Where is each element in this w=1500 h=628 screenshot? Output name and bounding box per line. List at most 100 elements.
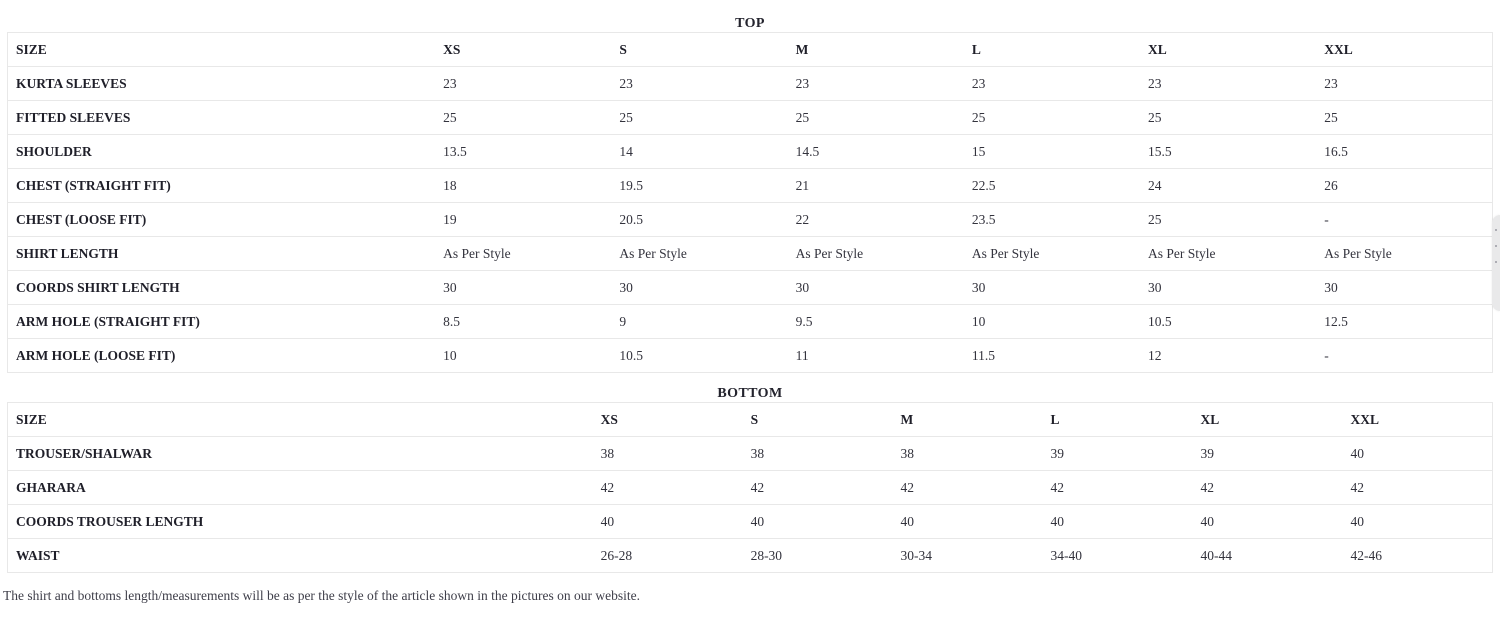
measurement-cell: 21 [787, 168, 964, 203]
table-row: GHARARA 42 42 42 42 42 42 [6, 470, 1493, 505]
measurement-cell: 40 [892, 504, 1043, 539]
measurement-cell: 22.5 [963, 168, 1141, 203]
measurement-cell: 26-28 [592, 538, 743, 573]
measurement-cell: 42 [742, 470, 893, 505]
measurement-cell: 10.5 [611, 338, 788, 373]
measurement-cell: 40 [1342, 504, 1493, 539]
measurement-cell: 23 [435, 66, 612, 101]
measurement-row-label: COORDS TROUSER LENGTH [6, 504, 593, 539]
size-header-m: M [892, 402, 1043, 437]
measurement-cell: 16.5 [1316, 134, 1494, 169]
table-row: COORDS SHIRT LENGTH 30 30 30 30 30 30 [7, 270, 1494, 305]
measurement-cell: 25 [1140, 100, 1317, 135]
measurement-cell: 11.5 [963, 338, 1141, 373]
side-widget-tab[interactable] [1492, 215, 1500, 311]
measurement-cell: As Per Style [963, 236, 1141, 271]
measurement-cell: 42-46 [1342, 538, 1493, 573]
measurement-cell: 30 [963, 270, 1141, 305]
size-header-row: SIZE XS S M L XL XXL [6, 402, 1493, 437]
measurement-cell: 40 [742, 504, 893, 539]
measurement-row-label: CHEST (STRAIGHT FIT) [7, 168, 436, 203]
size-header-l: L [1042, 402, 1193, 437]
table-row: COORDS TROUSER LENGTH 40 40 40 40 40 40 [6, 504, 1493, 539]
measurement-cell: - [1316, 338, 1494, 373]
measurement-cell: 9 [611, 304, 788, 339]
side-widget-dot [1495, 261, 1497, 263]
measurement-cell: 23 [611, 66, 788, 101]
measurement-cell: 12 [1140, 338, 1317, 373]
table-row: SHOULDER 13.5 14 14.5 15 15.5 16.5 [7, 134, 1494, 169]
measurement-cell: 9.5 [787, 304, 964, 339]
measurement-cell: 42 [892, 470, 1043, 505]
measurement-cell: 25 [1316, 100, 1494, 135]
table-row: SHIRT LENGTH As Per Style As Per Style As P… [7, 236, 1494, 271]
measurement-cell: 42 [1342, 470, 1493, 505]
measurement-cell: 23 [787, 66, 964, 101]
measurement-cell: As Per Style [1316, 236, 1494, 271]
measurement-row-label: COORDS SHIRT LENGTH [7, 270, 436, 305]
measurement-cell: 38 [742, 436, 893, 471]
measurement-row-label: FITTED SLEEVES [7, 100, 436, 135]
measurement-cell: 14 [611, 134, 788, 169]
measurement-cell: 8.5 [435, 304, 612, 339]
measurement-cell: 23 [1316, 66, 1494, 101]
measurement-cell: 15 [963, 134, 1141, 169]
size-header-xs: XS [592, 402, 743, 437]
measurement-cell: 10 [435, 338, 612, 373]
side-widget-dot [1495, 245, 1497, 247]
side-widget-dot [1495, 229, 1497, 231]
measurement-cell: As Per Style [435, 236, 612, 271]
measurement-cell: 40 [1192, 504, 1343, 539]
measurement-cell: 42 [592, 470, 743, 505]
measurement-cell: 40-44 [1192, 538, 1343, 573]
table-row: CHEST (STRAIGHT FIT) 18 19.5 21 22.5 24 26 [7, 168, 1494, 203]
measurement-row-label: TROUSER/SHALWAR [6, 436, 593, 471]
measurement-cell: 10.5 [1140, 304, 1317, 339]
measurement-cell: 30 [435, 270, 612, 305]
measurement-cell: 22 [787, 202, 964, 237]
measurement-cell: 23 [963, 66, 1141, 101]
measurement-cell: 23.5 [963, 202, 1141, 237]
measurement-cell: 30 [787, 270, 964, 305]
measurement-cell: 39 [1042, 436, 1193, 471]
measurement-cell: 12.5 [1316, 304, 1494, 339]
measurement-cell: 40 [592, 504, 743, 539]
measurement-cell: As Per Style [1140, 236, 1317, 271]
measurement-row-label: SHIRT LENGTH [7, 236, 436, 271]
measurement-cell: 38 [592, 436, 743, 471]
table-row: ARM HOLE (STRAIGHT FIT) 8.5 9 9.5 10 10.5 12.5 [7, 304, 1494, 339]
size-column-header: SIZE [7, 32, 436, 67]
size-header-xl: XL [1192, 402, 1343, 437]
measurement-cell: 26 [1316, 168, 1494, 203]
measurement-cell: 38 [892, 436, 1043, 471]
bottom-table-header: SIZE XS S M L XL XXL [6, 402, 1493, 437]
measurement-cell: 23 [1140, 66, 1317, 101]
measurement-cell: 25 [787, 100, 964, 135]
measurement-disclaimer-note: The shirt and bottoms length/measurement… [3, 588, 640, 603]
measurement-cell: 34-40 [1042, 538, 1193, 573]
table-row: CHEST (LOOSE FIT) 19 20.5 22 23.5 25- [7, 202, 1494, 237]
size-column-header: SIZE [6, 402, 593, 437]
measurement-cell: 25 [611, 100, 788, 135]
top-table-body: KURTA SLEEVES 23 23 23 23 23 23 FITTED SLEEVES 2… [7, 66, 1494, 373]
measurement-row-label: WAIST [6, 538, 593, 573]
measurement-cell: 42 [1192, 470, 1343, 505]
measurement-cell: 18 [435, 168, 612, 203]
measurement-cell: 39 [1192, 436, 1343, 471]
measurement-cell: 30 [1140, 270, 1317, 305]
size-header-xxl: XXL [1342, 402, 1493, 437]
measurement-cell: 13.5 [435, 134, 612, 169]
top-size-chart-table: SIZE XS S M L XL XXL KURTA SLEEVES 23 23 23 23 23 23… [7, 32, 1494, 373]
top-table-header: SIZE XS S M L XL XXL [7, 32, 1494, 67]
size-header-s: S [742, 402, 893, 437]
measurement-cell: 28-30 [742, 538, 893, 573]
measurement-row-label: CHEST (LOOSE FIT) [7, 202, 436, 237]
size-header-row: SIZE XS S M L XL XXL [7, 32, 1494, 67]
measurement-cell: 24 [1140, 168, 1317, 203]
measurement-cell: 30 [1316, 270, 1494, 305]
measurement-cell: 25 [435, 100, 612, 135]
size-header-l: L [963, 32, 1141, 67]
measurement-cell: 30 [611, 270, 788, 305]
measurement-cell: 30-34 [892, 538, 1043, 573]
measurement-cell: 14.5 [787, 134, 964, 169]
